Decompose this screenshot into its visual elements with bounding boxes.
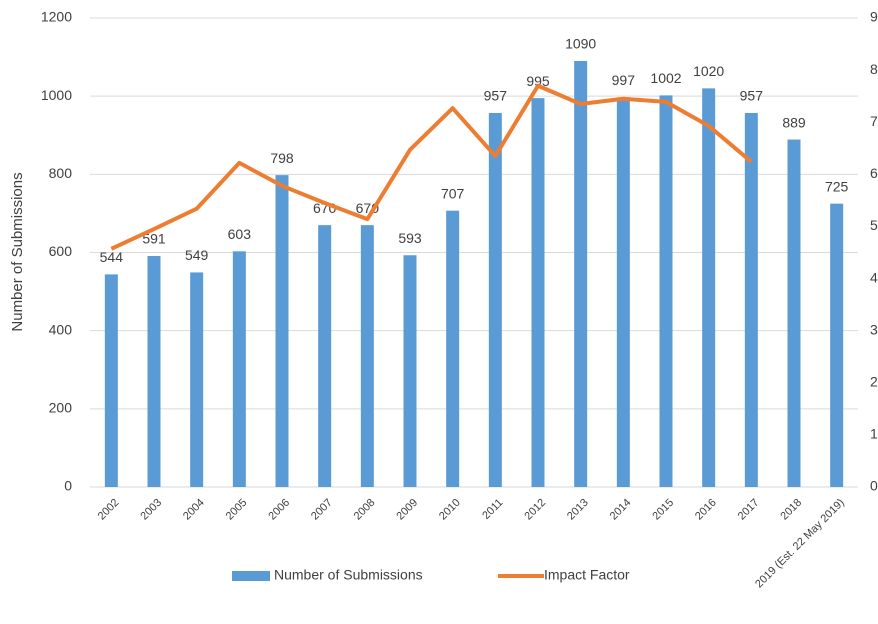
y-tick-label: 0 [64,478,72,494]
data-label: 798 [270,150,294,166]
data-label: 957 [484,88,508,104]
legend-label: Impact Factor [544,567,630,583]
bar [531,98,545,487]
x-tick-label: 2014 [608,497,634,523]
x-tick-label: 2008 [352,497,378,523]
bar [830,203,844,488]
data-label: 549 [185,247,209,263]
x-tick-label: 2017 [736,497,762,523]
y2-tick-label: 6 [870,165,878,181]
data-label: 591 [142,231,166,247]
bar [702,88,716,487]
y-tick-label: 1000 [41,87,72,103]
x-tick-label: 2011 [480,497,505,522]
data-label: 1020 [693,63,724,79]
x-tick-label: 2004 [181,497,207,523]
data-label: 957 [740,88,764,104]
y2-tick-label: 3 [870,321,878,337]
bar [787,139,801,487]
x-tick-label: 2018 [778,497,804,523]
x-tick-label: 2005 [224,497,250,523]
bar [659,95,673,487]
x-tick-label: 2003 [138,497,164,523]
data-label: 889 [782,114,806,130]
data-label: 1090 [565,36,596,52]
y-tick-label: 800 [49,165,73,181]
y2-tick-label: 8 [870,61,878,77]
data-label: 603 [228,226,252,242]
x-tick-label: 2015 [650,497,676,523]
bar [744,112,758,487]
y2-tick-label: 4 [870,269,878,285]
x-tick-label: 2016 [693,497,719,523]
y2-tick-label: 5 [870,217,878,233]
x-tick-label: 2019 (Est. 22 May 2019) [753,497,847,591]
bar [403,255,417,487]
bar [318,225,332,487]
bar [488,112,502,487]
bar [360,225,374,487]
bar [446,210,460,487]
x-tick-label: 2013 [565,497,591,523]
x-tick-label: 2010 [437,497,463,523]
data-label: 1002 [650,70,681,86]
data-label: 544 [100,249,124,265]
data-label: 707 [441,185,465,201]
y-tick-label: 1200 [41,9,72,25]
y-axis-label: Number of Submissions [9,172,26,331]
line [110,83,753,251]
y2-tick-label: 9 [870,9,878,25]
data-label: 593 [398,230,422,246]
x-tick-label: 2009 [394,497,420,523]
y2-tick-label: 1 [870,426,878,442]
bar [275,175,289,488]
x-tick-label: 2006 [266,497,292,523]
bar [190,272,204,487]
bar [147,256,161,487]
y-tick-label: 200 [49,400,73,416]
data-label: 995 [526,73,550,89]
bar [232,251,246,487]
y2-tick-label: 2 [870,373,878,389]
x-tick-label: 2002 [96,497,122,523]
y2-tick-label: 7 [870,113,878,129]
legend-label: Number of Submissions [274,567,423,583]
y-tick-label: 600 [49,243,73,259]
bar [616,97,630,487]
data-label: 997 [612,72,636,88]
bar [574,60,588,487]
y2-tick-label: 0 [870,478,878,494]
x-tick-label: 2007 [309,497,335,523]
y-tick-label: 400 [49,321,73,337]
bar [104,274,118,487]
legend-swatch [232,571,270,581]
x-tick-label: 2012 [522,497,548,523]
data-label: 725 [825,178,849,194]
